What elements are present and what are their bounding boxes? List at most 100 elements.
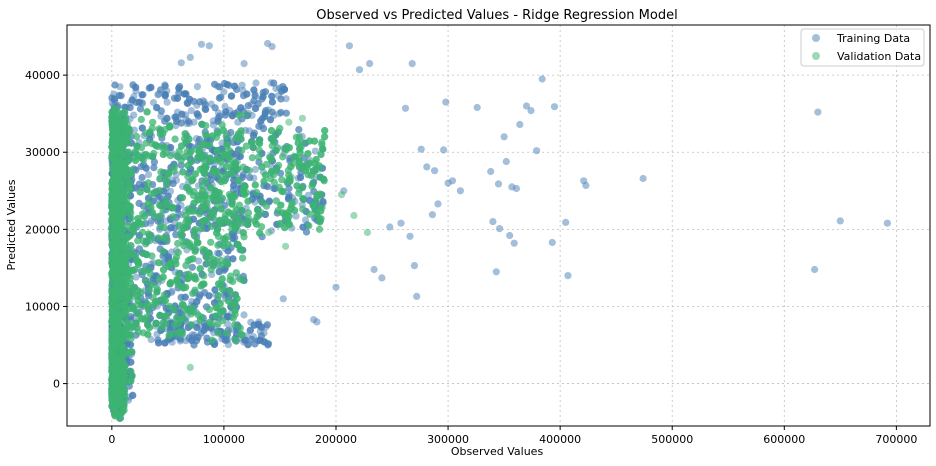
training-point [177, 119, 185, 127]
training-point [487, 167, 495, 176]
training-point [135, 98, 143, 106]
training-point [263, 321, 271, 329]
training-point [135, 199, 143, 207]
training-point [282, 109, 290, 117]
training-point [215, 268, 223, 276]
training-point [127, 358, 135, 366]
training-point [187, 107, 195, 115]
training-point [516, 120, 524, 129]
training-point [811, 265, 819, 274]
training-point [163, 98, 171, 106]
training-point [533, 147, 541, 155]
training-point [195, 135, 204, 144]
training-point [510, 239, 518, 247]
training-point [126, 104, 134, 112]
training-point [311, 147, 319, 155]
training-point [240, 60, 248, 68]
training-point [144, 171, 153, 179]
training-point [252, 79, 260, 87]
training-point [172, 113, 180, 121]
training-point [279, 295, 287, 303]
training-point [157, 112, 165, 120]
training-point [268, 98, 276, 106]
training-point [128, 96, 136, 104]
training-point [500, 133, 508, 141]
training-point [496, 225, 504, 233]
training-point [227, 92, 235, 100]
training-point [111, 81, 119, 89]
chart-title: Observed vs Predicted Values - Ridge Reg… [316, 8, 677, 23]
training-point [270, 79, 278, 87]
training-point [221, 336, 230, 345]
training-point [538, 75, 546, 83]
training-point [442, 98, 450, 106]
training-point [378, 274, 386, 282]
training-point [444, 179, 452, 187]
training-point [836, 217, 844, 225]
training-point [250, 86, 258, 94]
training-point [205, 292, 213, 300]
training-point [136, 105, 145, 113]
training-point [397, 219, 405, 227]
training-point [431, 167, 439, 175]
training-point [251, 340, 259, 348]
training-point [296, 173, 305, 181]
training-point [180, 90, 188, 98]
training-point [408, 60, 416, 68]
training-point [129, 391, 137, 399]
training-point [355, 66, 364, 74]
training-point [177, 59, 185, 67]
training-point [266, 116, 274, 124]
training-point [182, 337, 190, 345]
training-point [251, 104, 260, 113]
training-point [150, 164, 158, 172]
training-point [155, 339, 163, 347]
training-point [215, 249, 223, 258]
training-point [193, 298, 201, 306]
training-point [492, 268, 500, 276]
training-point [169, 180, 177, 188]
training-point [814, 108, 822, 116]
training-point [161, 339, 169, 347]
training-point [249, 131, 258, 140]
training-point [244, 102, 252, 110]
training-point [142, 164, 150, 172]
training-point [406, 232, 414, 240]
training-point [188, 336, 196, 345]
training-point [138, 124, 146, 132]
training-point [562, 218, 570, 226]
training-point [401, 104, 410, 112]
validation-points [108, 105, 371, 422]
training-point [211, 104, 219, 112]
training-point [221, 102, 229, 110]
training-point [423, 163, 431, 171]
training-point [292, 212, 300, 220]
training-point [366, 60, 374, 68]
training-point [277, 108, 285, 117]
training-point [522, 102, 531, 110]
training-point [548, 238, 556, 247]
training-point [428, 211, 436, 219]
training-point [259, 93, 267, 101]
training-point [181, 293, 189, 301]
training-point [256, 336, 264, 344]
training-point [110, 95, 119, 103]
training-point [246, 326, 254, 334]
training-point [217, 93, 225, 101]
training-point [238, 81, 246, 89]
training-point [550, 103, 559, 111]
training-point [211, 286, 219, 294]
training-point [224, 247, 232, 255]
training-point [230, 82, 239, 90]
training-point [244, 341, 252, 349]
training-point [230, 181, 238, 190]
training-point [223, 312, 232, 320]
training-point [178, 110, 186, 118]
training-point [386, 223, 394, 231]
training-point [494, 180, 503, 188]
training-point [345, 42, 353, 50]
training-point [456, 187, 464, 195]
training-point [246, 173, 254, 182]
training-point [161, 82, 169, 90]
